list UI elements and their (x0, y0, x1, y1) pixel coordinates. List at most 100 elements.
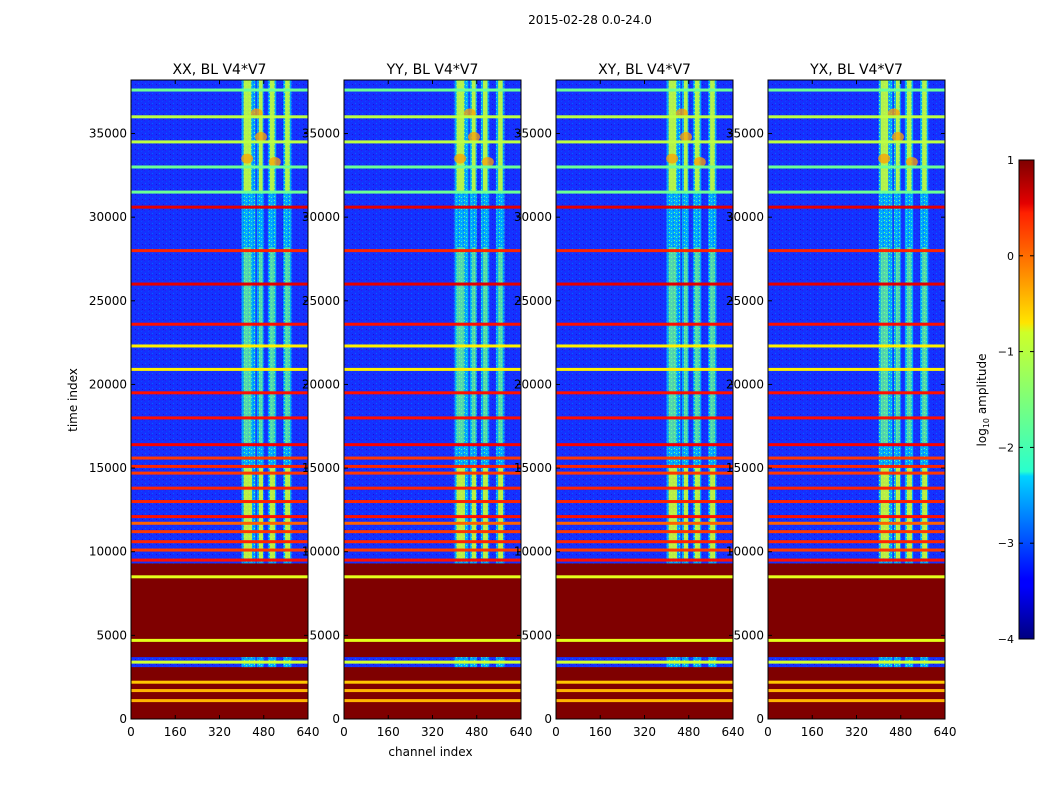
flagged-row (556, 249, 733, 253)
flagged-row (344, 443, 521, 447)
y-tick-label: 5000 (521, 628, 552, 642)
flagged-row (556, 322, 733, 326)
flagged-row (344, 190, 521, 194)
y-tick-label: 5000 (96, 628, 127, 642)
flagged-row (556, 530, 733, 534)
channel-band-upper (710, 80, 715, 193)
colorbar: 1 0 −1 −2 −3 −4 log10 amplitude (975, 154, 1035, 646)
flagged-row (344, 689, 521, 693)
flagged-row (344, 558, 521, 562)
flagged-row (131, 367, 308, 371)
flagged-row (131, 322, 308, 326)
flagged-row (131, 282, 308, 286)
flagged-row (131, 515, 308, 519)
flagged-row (556, 515, 733, 519)
flagged-row (131, 660, 308, 664)
channel-band-upper (482, 80, 488, 193)
flagged-row (131, 486, 308, 490)
x-tick-label: 640 (722, 725, 745, 739)
flagged-row (768, 205, 945, 209)
flagged-row (768, 464, 945, 468)
flagged-row (556, 88, 733, 92)
flagged-row (131, 500, 308, 504)
channel-band-lower (683, 468, 688, 559)
flagged-row (556, 486, 733, 490)
y-tick-label: 0 (119, 712, 127, 726)
x-tick-label: 0 (340, 725, 348, 739)
flagged-row (768, 249, 945, 253)
flagged-row (768, 540, 945, 544)
flagged-row (768, 165, 945, 169)
y-tick-label: 35000 (726, 127, 764, 141)
flagged-row (768, 638, 945, 642)
flagged-row (344, 471, 521, 475)
saturated-block (768, 667, 945, 719)
y-tick-label: 20000 (514, 377, 552, 391)
y-tick-label: 10000 (726, 545, 764, 559)
flagged-row (768, 680, 945, 684)
x-tick-label: 480 (465, 725, 488, 739)
channel-band-lower (906, 468, 912, 559)
flagged-row (768, 282, 945, 286)
y-tick-label: 35000 (89, 127, 127, 141)
hot-spot (254, 131, 267, 142)
panel-title: YY, BL V4*V7 (386, 62, 479, 78)
colorbar-tick-label: 1 (1007, 154, 1014, 167)
x-tick-label: 480 (252, 725, 275, 739)
x-tick-label: 640 (510, 725, 533, 739)
channel-band-upper (922, 80, 927, 193)
flagged-row (768, 190, 945, 194)
hot-spot (905, 156, 918, 167)
panel-xy: XY, BL V4*V7 0 160 320 480 640 0 5000 10000 15000… (514, 62, 745, 739)
flagged-row (131, 456, 308, 460)
saturated-block (556, 667, 733, 719)
flagged-row (556, 391, 733, 395)
x-tick-label: 480 (677, 725, 700, 739)
flagged-row (344, 486, 521, 490)
flagged-row (768, 140, 945, 144)
flagged-row (131, 575, 308, 579)
flagged-row (131, 530, 308, 534)
flagged-row (556, 680, 733, 684)
y-tick-label: 0 (332, 712, 340, 726)
flagged-row (344, 88, 521, 92)
flagged-row (344, 660, 521, 664)
flagged-row (344, 344, 521, 348)
channel-band-lower (285, 468, 291, 559)
x-tick-label: 480 (889, 725, 912, 739)
flagged-row (344, 391, 521, 395)
flagged-row (556, 140, 733, 144)
y-tick-label: 5000 (733, 628, 764, 642)
hot-spot (467, 131, 480, 142)
channel-band-lower (243, 468, 252, 559)
flagged-row (344, 575, 521, 579)
saturated-block (344, 667, 521, 719)
flagged-row (131, 540, 308, 544)
colorbar-label: log10 amplitude (975, 354, 991, 447)
flagged-row (768, 456, 945, 460)
colorbar-tick-label: −1 (998, 346, 1014, 359)
channel-band-lower (922, 468, 928, 559)
flagged-row (556, 471, 733, 475)
channel-band-lower (668, 468, 677, 559)
colorbar-tick-label: 0 (1007, 250, 1014, 263)
flagged-row (556, 575, 733, 579)
hot-spot (693, 156, 706, 167)
channel-band-lower (498, 468, 504, 559)
y-axis-label: time index (66, 368, 80, 432)
y-tick-label: 30000 (89, 210, 127, 224)
y-tick-label: 10000 (89, 545, 127, 559)
flagged-row (344, 638, 521, 642)
flagged-row (344, 464, 521, 468)
flagged-row (344, 140, 521, 144)
channel-band-lower (880, 468, 889, 559)
channel-band-upper (694, 80, 700, 193)
flagged-row (556, 367, 733, 371)
channel-band-lower (694, 468, 700, 559)
x-tick-label: 320 (845, 725, 868, 739)
panel-yy: YY, BL V4*V7 0 160 320 480 640 0 5000 10000 15000… (302, 62, 533, 739)
x-tick-label: 0 (764, 725, 772, 739)
flagged-row (131, 689, 308, 693)
flagged-row (344, 456, 521, 460)
flagged-row (556, 416, 733, 420)
